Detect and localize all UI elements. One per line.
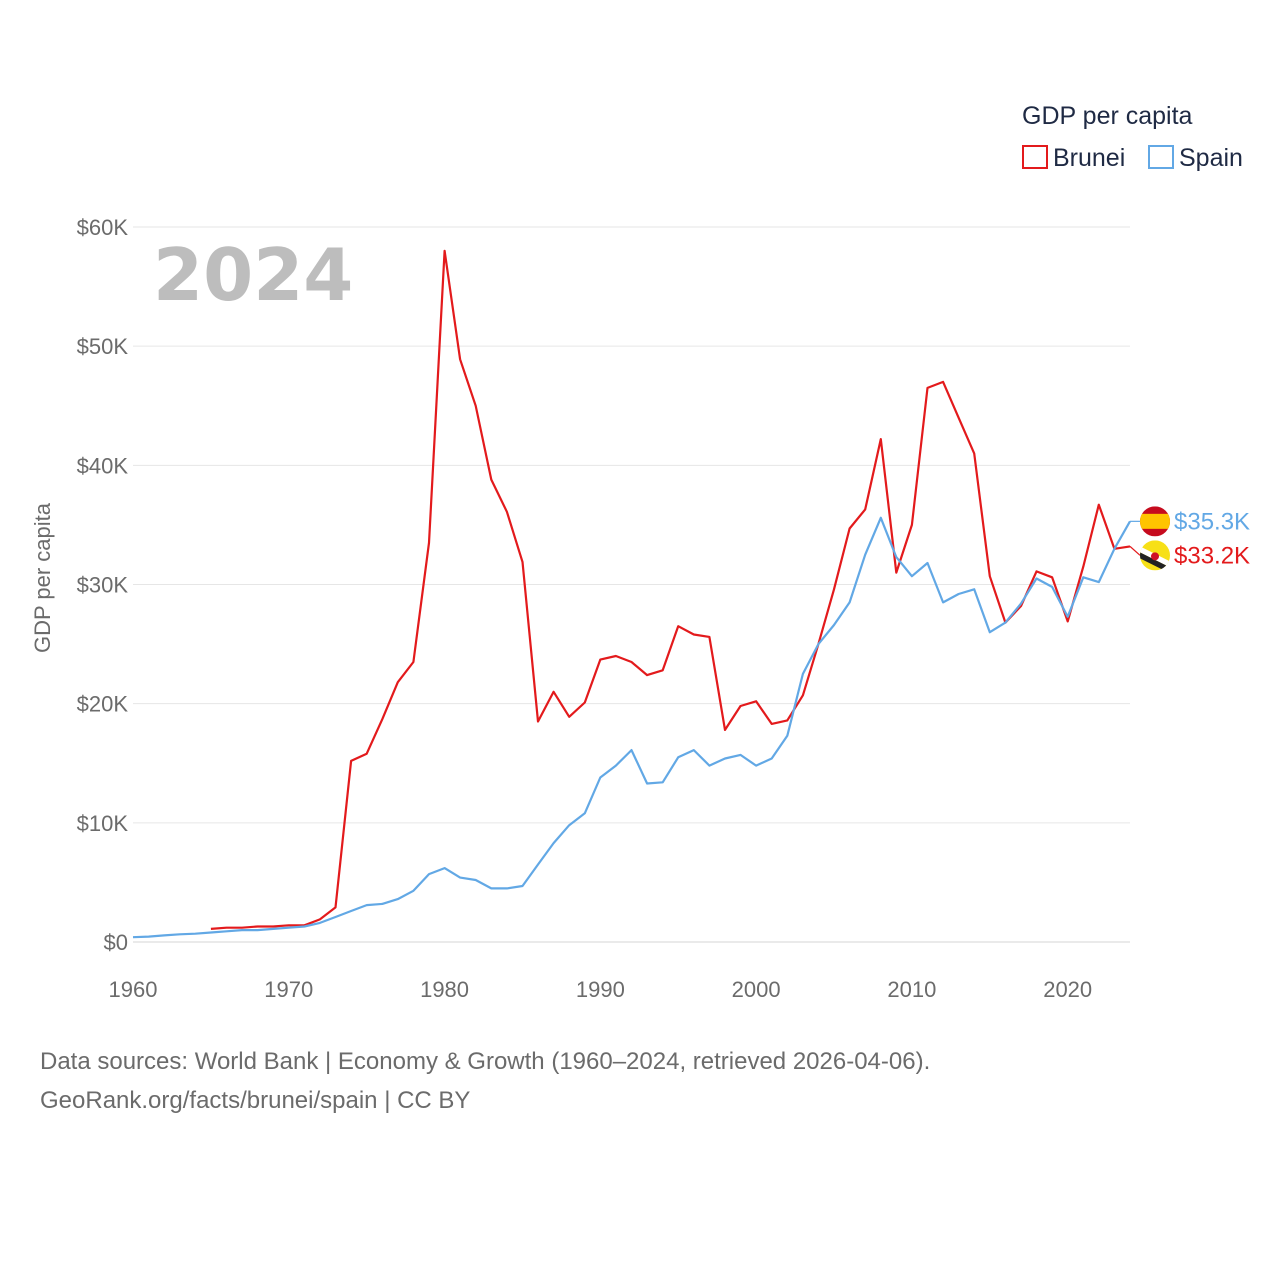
grid-lines bbox=[133, 226, 1130, 943]
legend-swatch-spain bbox=[1148, 145, 1174, 169]
end-labels: $35.3K $33.2K bbox=[1129, 506, 1250, 571]
legend-label-spain: Spain bbox=[1179, 144, 1243, 172]
y-tick--30k: $30K bbox=[77, 573, 129, 598]
legend-item-spain[interactable]: Spain bbox=[1148, 144, 1243, 172]
y-axis: $0 $10K $20K $30K $40K $50K $60K bbox=[77, 215, 129, 955]
x-tick-1960: 1960 bbox=[109, 977, 158, 1002]
source-line-1: Data sources: World Bank | Economy & Gro… bbox=[40, 1048, 931, 1075]
x-tick-2020: 2020 bbox=[1043, 977, 1092, 1002]
y-axis-title: GDP per capita bbox=[30, 502, 55, 653]
legend-item-brunei[interactable]: Brunei bbox=[1022, 144, 1125, 172]
data-source-note: Data sources: World Bank | Economy & Gro… bbox=[40, 1042, 930, 1120]
spain-flag-icon bbox=[1140, 506, 1170, 537]
series-lines bbox=[132, 249, 1131, 939]
x-tick-2010: 2010 bbox=[887, 977, 936, 1002]
year-label: 2024 bbox=[153, 233, 353, 317]
y-tick--20k: $20K bbox=[77, 692, 129, 717]
connector-brunei bbox=[1129, 545, 1141, 556]
y-tick--0: $0 bbox=[104, 930, 128, 955]
legend-swatch-brunei bbox=[1022, 145, 1048, 169]
line-spain bbox=[132, 516, 1131, 939]
legend-label-brunei: Brunei bbox=[1053, 144, 1125, 172]
end-label-brunei: $33.2K bbox=[1174, 542, 1250, 569]
x-tick-1990: 1990 bbox=[576, 977, 625, 1002]
y-tick--60k: $60K bbox=[77, 215, 129, 240]
y-tick--10k: $10K bbox=[77, 811, 129, 836]
x-tick-1970: 1970 bbox=[264, 977, 313, 1002]
end-label-spain: $35.3K bbox=[1174, 508, 1250, 535]
x-tick-2000: 2000 bbox=[732, 977, 781, 1002]
x-tick-1980: 1980 bbox=[420, 977, 469, 1002]
y-tick--50k: $50K bbox=[77, 334, 129, 359]
line-brunei bbox=[210, 249, 1131, 930]
x-axis: 1960 1970 1980 1990 2000 2010 2020 bbox=[109, 977, 1093, 1002]
legend-title: GDP per capita bbox=[1022, 102, 1193, 130]
source-line-2[interactable]: GeoRank.org/facts/brunei/spain | CC BY bbox=[40, 1087, 471, 1114]
y-tick--40k: $40K bbox=[77, 453, 129, 478]
brunei-flag-icon bbox=[1140, 540, 1170, 571]
legend: GDP per capita Brunei Spain bbox=[1022, 102, 1243, 172]
